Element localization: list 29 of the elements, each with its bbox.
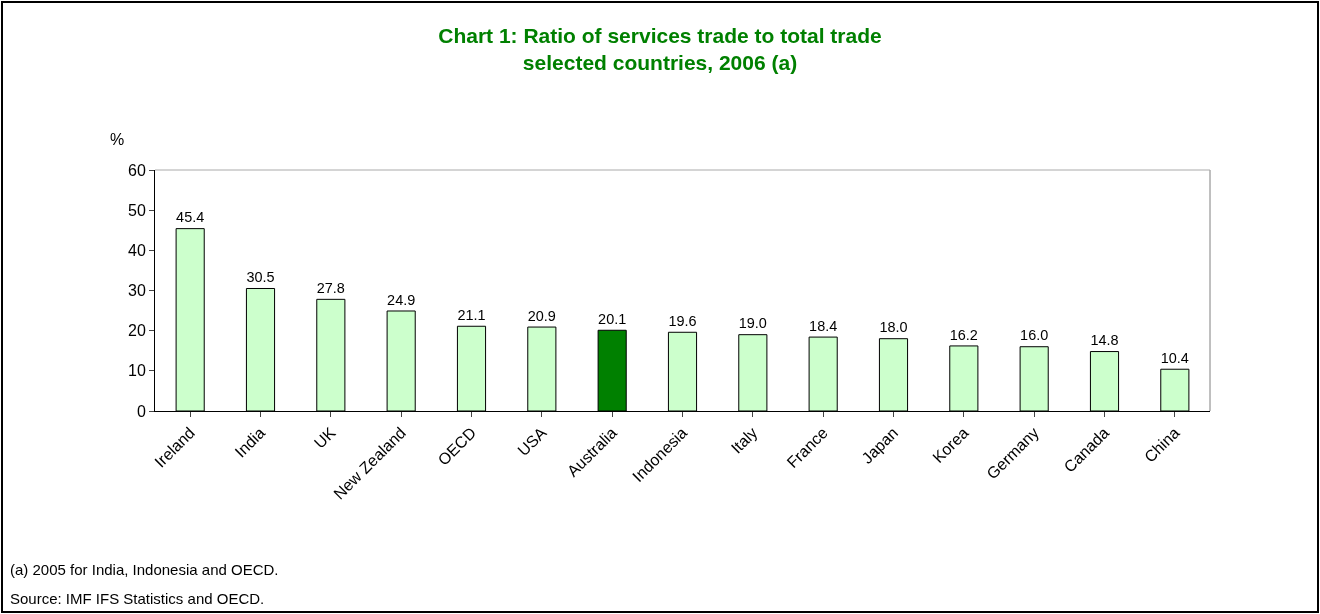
data-label: 10.4 [1160, 349, 1189, 366]
data-label: 20.1 [598, 310, 627, 327]
y-tick-label: 50 [128, 201, 146, 219]
y-tick-label: 60 [128, 161, 146, 179]
y-axis-title: % [110, 131, 125, 148]
chart-title: Chart 1: Ratio of services trade to total trade selected countries, 2006 (a) [438, 23, 882, 75]
data-label: 20.9 [527, 307, 556, 324]
data-label: 27.8 [316, 279, 345, 296]
y-tick-label: 20 [128, 322, 146, 340]
data-label: 19.0 [738, 315, 767, 332]
data-label: 30.5 [246, 269, 275, 286]
data-label: 16.0 [1020, 327, 1049, 344]
y-tick-label: 0 [136, 402, 146, 420]
x-tick-label: USA [514, 423, 550, 460]
y-tick-label: 30 [128, 282, 146, 300]
data-label: 18.0 [879, 319, 908, 336]
x-tick-label: Italy [727, 423, 761, 457]
text: (a) 2005 for India, Indonesia and OECD. [10, 561, 279, 578]
data-label: 19.6 [668, 312, 697, 329]
source-note: Source: IMF IFS Statistics and OECD. [10, 590, 265, 607]
x-tick-label: UK [310, 423, 339, 452]
y-tick-label: 10 [128, 362, 146, 380]
data-label: 21.1 [457, 306, 486, 323]
data-label: 14.8 [1090, 332, 1119, 349]
data-label: 18.4 [809, 317, 838, 334]
data-label: 45.4 [176, 209, 205, 226]
y-tick-label: 40 [128, 241, 146, 259]
data-label: 24.9 [387, 291, 416, 308]
data-label: 16.2 [949, 326, 978, 343]
